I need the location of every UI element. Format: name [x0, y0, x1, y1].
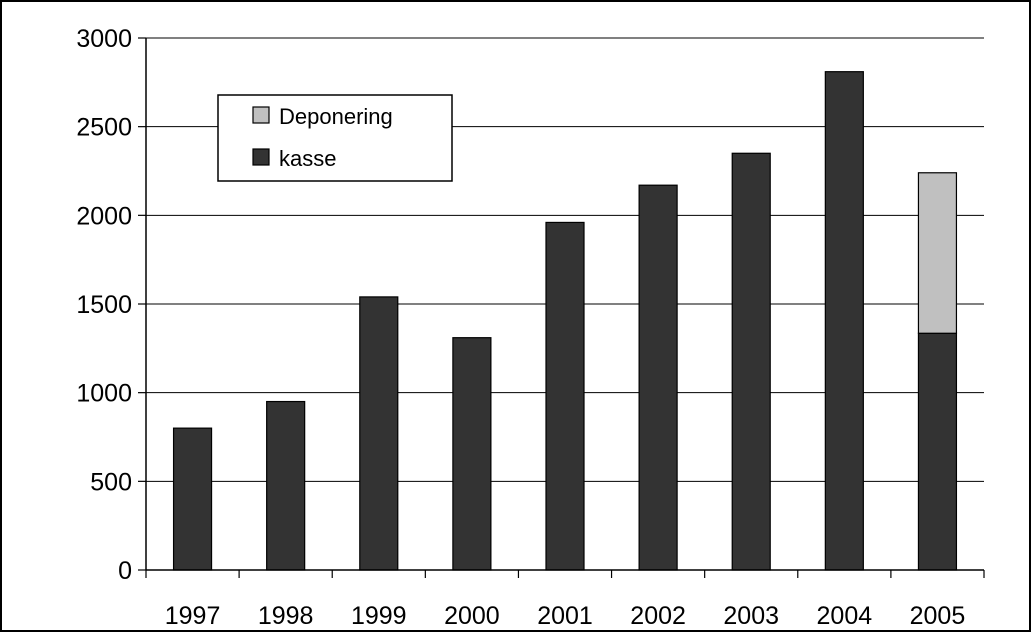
- bar-kasse-1999: [359, 296, 399, 571]
- bar-kasse-2001: [545, 221, 585, 571]
- bar-kasse-2004: [824, 71, 864, 571]
- legend-label-kasse: kasse: [279, 146, 336, 171]
- bar-kasse-2003: [731, 152, 771, 571]
- x-tick-label: 2001: [537, 602, 593, 630]
- bar-kasse-2000: [452, 337, 492, 571]
- y-tick-label: 3000: [76, 25, 132, 53]
- x-tick-label: 2002: [630, 602, 686, 630]
- bar-kasse-2002: [638, 184, 678, 571]
- legend-swatch-kasse: [252, 148, 270, 166]
- y-tick-label: 2000: [76, 202, 132, 230]
- legend-label-deponering: Deponering: [279, 104, 393, 129]
- bar-kasse-2005: [917, 332, 958, 571]
- bar-kasse-1997: [172, 427, 213, 571]
- x-tick-label: 1999: [351, 602, 407, 630]
- bars: [172, 71, 958, 571]
- y-tick-label: 0: [118, 557, 132, 585]
- y-tick-label: 1000: [76, 380, 132, 408]
- legend: Deponering kasse: [217, 94, 453, 182]
- x-tick-label: 2003: [723, 602, 779, 630]
- legend-swatch-deponering: [252, 106, 270, 124]
- bar-deponering-2005: [917, 172, 958, 334]
- y-tick-label: 500: [90, 468, 132, 496]
- x-tick-label: 2000: [444, 602, 500, 630]
- x-tick-label: 1997: [165, 602, 221, 630]
- x-tick-label: 2005: [910, 602, 966, 630]
- axes: [138, 37, 985, 578]
- x-tick-label: 1998: [258, 602, 314, 630]
- tick-labels: 0 500 1000 1500 2000 2500 3000 1997 1998 1999 2000…: [76, 25, 965, 630]
- y-tick-label: 2500: [76, 114, 132, 142]
- y-tick-label: 1500: [76, 291, 132, 319]
- x-tick-label: 2004: [817, 602, 873, 630]
- bar-kasse-1998: [266, 400, 306, 571]
